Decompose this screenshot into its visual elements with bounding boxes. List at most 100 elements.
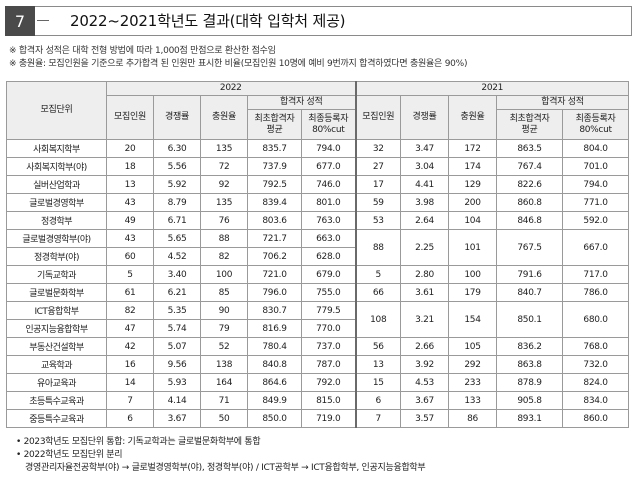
unit-cell: 실버산업학과 [6,175,107,194]
cell-2022-e: 663.0 [300,229,357,248]
cell-2021-h: 104 [448,211,498,230]
cell-2022-d: 780.4 [247,337,302,356]
cell-2021-g: 4.53 [400,373,450,392]
cell-2021-f: 56 [354,337,402,356]
table-row: ICT융합학부 82 5.35 90 830.7 779.5 108 3.21 154 850.1… [6,301,630,338]
table-row: 정경학부 49 6.71 76 803.6 763.0 53 2.64 104 846.8 592.… [6,211,630,230]
cell-2021-f: 7 [354,409,402,428]
table-row: 유아교육과 14 5.93 164 864.6 792.0 15 4.53 233 878.9 82… [6,373,630,392]
cell-2021-h: 233 [448,373,498,392]
note-score: ※ 합격자 성적은 대학 전형 방법에 따라 1,000점 만점으로 환산한 점… [9,46,276,56]
cell-2022-a: 47 [106,319,154,338]
table-row: 부동산건설학부 42 5.07 52 780.4 737.0 56 2.66 105 836.2 7… [6,337,630,356]
cell-2021-j: 794.0 [562,175,630,194]
cell-2022-e: 794.0 [300,139,357,158]
cell-2022-b: 6.71 [153,211,201,230]
merged-cell-2021-h: 154 [448,301,498,338]
unit-cell: 사회복지학부 [6,139,107,158]
cell-2022-d: 796.0 [247,283,302,302]
header-unit: 모집단위 [6,81,107,140]
cell-2022-b: 3.67 [153,409,201,428]
cell-2021-j: 834.0 [562,391,630,410]
cell-2021-g: 4.41 [400,175,450,194]
cell-2022-e: 801.0 [300,193,357,212]
unit-cell: 기독교학과 [6,265,107,284]
cell-2021-g: 2.64 [400,211,450,230]
cell-2021-f: 66 [354,283,402,302]
cell-2021-i: 836.2 [496,337,564,356]
cell-2022-c: 85 [200,283,248,302]
cell-2022-d: 721.0 [247,265,302,284]
cell-2022-a: 43 [106,193,154,212]
cell-2022-a: 49 [106,211,154,230]
note-fill-rate: ※ 충원율: 모집인원을 기준으로 추가합격 된 인원만 표시한 비율(모집인원… [9,59,468,69]
cell-2022-a: 6 [106,409,154,428]
cell-2022-b: 6.21 [153,283,201,302]
cell-2021-j: 768.0 [562,337,630,356]
cell-2021-j: 592.0 [562,211,630,230]
cell-2021-i: 791.6 [496,265,564,284]
cell-2022-e: 755.0 [300,283,357,302]
cell-2021-f: 13 [354,355,402,374]
merged-cell-2021-j: 667.0 [562,229,630,266]
header-competition: 경쟁률 [400,95,450,140]
cell-2022-d: 830.7 [247,301,302,320]
cell-2022-e: 792.0 [300,373,357,392]
cell-2022-b: 5.93 [153,373,201,392]
cell-2022-d: 721.7 [247,229,302,248]
cell-2022-c: 92 [200,175,248,194]
merged-cell-2021-i: 767.5 [496,229,564,266]
cell-2022-e: 677.0 [300,157,357,176]
cell-2021-g: 2.80 [400,265,450,284]
table-row: 글로벌경영학부 43 8.79 135 839.4 801.0 59 3.98 200 860.8… [6,193,630,212]
unit-cell: 정경학부(야) [6,247,107,266]
cell-2021-i: 767.4 [496,157,564,176]
cell-2022-c: 72 [200,157,248,176]
cell-2022-a: 16 [106,355,154,374]
cell-2021-g: 3.92 [400,355,450,374]
cell-2021-h: 179 [448,283,498,302]
cell-2021-f: 59 [354,193,402,212]
header-fill-rate: 충원율 [200,95,248,140]
header-first-pass: 최초합격자 평균 [247,109,302,140]
cell-2022-e: 779.5 [300,301,357,320]
cell-2021-h: 129 [448,175,498,194]
cell-2021-f: 6 [354,391,402,410]
unit-cell: 중등특수교육과 [6,409,107,428]
unit-cell: 초등특수교육과 [6,391,107,410]
cell-2022-d: 864.6 [247,373,302,392]
unit-cell: 교육학과 [6,355,107,374]
unit-cell: 유아교육과 [6,373,107,392]
merged-cell-2021-g: 3.21 [400,301,450,338]
merged-cell-2021-f: 108 [354,301,402,338]
cell-2022-d: 835.7 [247,139,302,158]
cell-2021-i: 878.9 [496,373,564,392]
cell-2022-a: 18 [106,157,154,176]
cell-2021-g: 3.98 [400,193,450,212]
cell-2021-g: 3.47 [400,139,450,158]
table-row: 기독교학과 5 3.40 100 721.0 679.0 5 2.80 100 791.6 717.… [6,265,630,284]
cell-2022-c: 52 [200,337,248,356]
cell-2022-c: 88 [200,229,248,248]
cell-2022-c: 164 [200,373,248,392]
header-year-2022: 2022 [105,81,357,96]
cell-2022-b: 5.74 [153,319,201,338]
cell-2021-g: 3.67 [400,391,450,410]
cell-2022-a: 61 [106,283,154,302]
cell-2022-b: 5.35 [153,301,201,320]
cell-2022-c: 138 [200,355,248,374]
cell-2022-d: 792.5 [247,175,302,194]
table-row: 중등특수교육과 6 3.67 50 850.0 719.0 7 3.57 86 893.1 860.… [6,409,630,428]
cell-2022-d: 849.9 [247,391,302,410]
cell-2021-g: 3.61 [400,283,450,302]
cell-2022-b: 5.56 [153,157,201,176]
cell-2022-b: 5.07 [153,337,201,356]
cell-2022-e: 763.0 [300,211,357,230]
cell-2021-h: 86 [448,409,498,428]
cell-2021-g: 3.57 [400,409,450,428]
cell-2022-e: 746.0 [300,175,357,194]
cell-2021-j: 771.0 [562,193,630,212]
cell-2021-f: 53 [354,211,402,230]
cell-2022-c: 79 [200,319,248,338]
cell-2022-a: 60 [106,247,154,266]
